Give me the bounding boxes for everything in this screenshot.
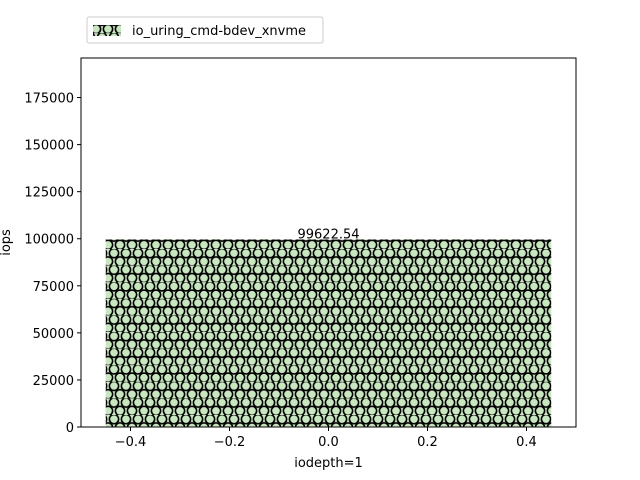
plot-area: 99622.54	[105, 227, 552, 427]
legend: io_uring_cmd-bdev_xnvme	[86, 16, 324, 44]
y-tick-label: 150000	[24, 139, 74, 154]
y-tick-label: 75000	[33, 280, 74, 295]
y-tick-label: 25000	[33, 374, 74, 389]
legend-frame	[86, 16, 324, 44]
y-tick-label: 50000	[33, 327, 74, 342]
legend-swatch	[93, 25, 121, 36]
bar	[105, 239, 552, 427]
x-tick-label: 0.0	[318, 435, 339, 450]
y-axis: 0 25000 50000 75000 100000 125000 150000 175000	[24, 92, 81, 436]
bar-value-label: 99622.54	[297, 227, 359, 242]
x-axis: −0.4 −0.2 0.0 0.2 0.4	[115, 427, 537, 450]
legend-label: io_uring_cmd-bdev_xnvme	[132, 24, 306, 39]
y-tick-label: 175000	[24, 92, 74, 107]
y-axis-label: iops	[0, 229, 14, 256]
x-tick-label: 0.2	[417, 435, 438, 450]
x-tick-label: −0.4	[115, 435, 147, 450]
y-tick-label: 0	[66, 421, 74, 436]
x-tick-label: −0.2	[214, 435, 246, 450]
y-tick-label: 125000	[24, 186, 74, 201]
x-tick-label: 0.4	[516, 435, 537, 450]
x-axis-label: iodepth=1	[294, 456, 363, 471]
y-tick-label: 100000	[24, 233, 74, 248]
